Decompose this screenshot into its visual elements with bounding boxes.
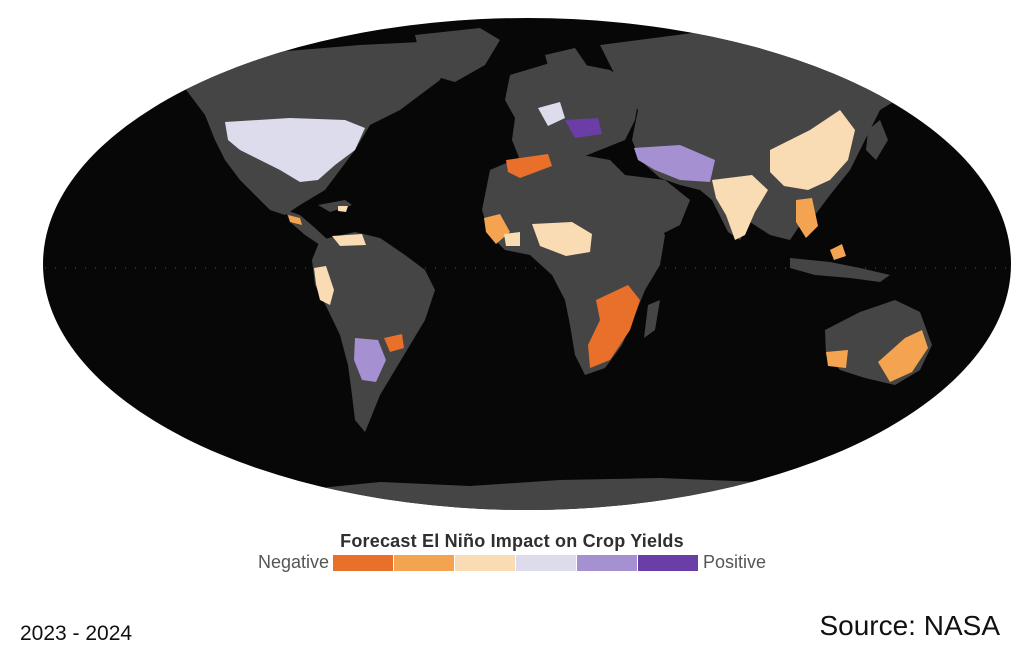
source-label: Source: NASA bbox=[819, 610, 1000, 641]
land-asia bbox=[600, 32, 920, 240]
legend-color-scale bbox=[333, 554, 699, 571]
legend: Negative Positive bbox=[0, 552, 1024, 573]
impact-north-africa bbox=[506, 154, 552, 178]
impact-sahel-east bbox=[532, 222, 592, 256]
impact-united-states bbox=[225, 118, 365, 182]
legend-swatch bbox=[394, 554, 454, 571]
impact-northern-south-america bbox=[332, 234, 366, 246]
legend-positive-label: Positive bbox=[703, 552, 767, 572]
land-south-america bbox=[312, 232, 435, 432]
impact-southern-africa bbox=[588, 285, 640, 368]
legend-swatch bbox=[333, 554, 393, 571]
impact-southern-brazil bbox=[384, 334, 404, 352]
legend-title: Forecast El Niño Impact on Crop Yields bbox=[340, 531, 684, 551]
land-japan bbox=[866, 120, 888, 160]
impact-regions bbox=[225, 102, 928, 382]
impact-australia-east bbox=[878, 330, 928, 382]
legend-swatch bbox=[455, 554, 515, 571]
world-crop-impact-map bbox=[43, 18, 1011, 510]
impact-indonesia bbox=[830, 244, 846, 260]
impact-china bbox=[770, 110, 855, 190]
impact-andes bbox=[314, 266, 334, 305]
impact-australia-west bbox=[826, 350, 848, 368]
land-scandinavia bbox=[545, 48, 590, 88]
impact-central-america bbox=[288, 215, 302, 225]
impact-southern-south-america bbox=[354, 338, 386, 382]
impact-europe bbox=[538, 102, 565, 126]
impact-caribbean bbox=[338, 206, 348, 212]
legend-swatch bbox=[577, 554, 637, 571]
impact-balkans bbox=[565, 118, 602, 138]
land-indonesia bbox=[790, 258, 890, 282]
legend-swatch bbox=[516, 554, 576, 571]
year-range-label: 2023 - 2024 bbox=[20, 622, 133, 645]
legend-negative-label: Negative bbox=[257, 552, 329, 572]
impact-sahel bbox=[504, 232, 520, 246]
impact-central-asia bbox=[634, 145, 715, 182]
impact-west-africa bbox=[484, 214, 510, 244]
land-madagascar bbox=[644, 300, 660, 338]
impact-india bbox=[712, 175, 768, 240]
land-arabia bbox=[625, 175, 690, 235]
land-uk bbox=[515, 88, 528, 115]
impact-southeast-asia bbox=[796, 198, 818, 238]
legend-swatch bbox=[638, 554, 698, 571]
land-caribbean bbox=[318, 200, 352, 212]
land-europe bbox=[505, 60, 640, 165]
land-greenland bbox=[415, 28, 500, 82]
